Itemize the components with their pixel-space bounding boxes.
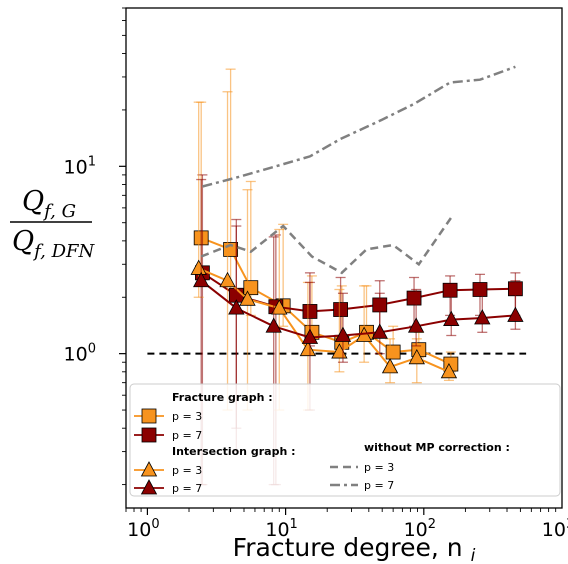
x-tick-label: 103: [542, 517, 568, 541]
data-point: [239, 290, 256, 306]
data-point: [271, 299, 288, 315]
data-point: [301, 328, 319, 344]
data-point: [408, 348, 425, 365]
legend-label-mp-p3: p = 3: [364, 461, 394, 474]
data-point: [443, 310, 460, 326]
x-tick-label: 102: [404, 517, 436, 541]
legend-fg-p3-marker: [141, 408, 157, 424]
x-axis-title: Fracture degree, n i: [233, 533, 476, 564]
data-point: [193, 271, 210, 288]
data-point: [406, 290, 422, 306]
legend-frame: [129, 383, 561, 497]
data-point: [440, 362, 458, 379]
legend-title-intersection-graph: Intersection graph :: [172, 445, 296, 458]
data-point: [333, 302, 348, 317]
data-point: [190, 259, 207, 275]
data-point: [219, 271, 236, 288]
y-label-denominator: Qf, DFN: [12, 226, 96, 262]
data-point: [243, 280, 259, 296]
data-point: [472, 282, 488, 297]
x-tick-label: 101: [265, 517, 297, 541]
legend-ig-p3-marker: [140, 461, 158, 477]
data-point: [265, 317, 282, 333]
series-line: [198, 267, 450, 373]
series-4: [200, 217, 452, 275]
legend-ig-p7-marker: [140, 479, 158, 495]
x-tick-label: 100: [127, 517, 159, 541]
y-tick-label: 100: [64, 342, 96, 366]
data-point: [299, 340, 317, 357]
plot-layer: 100101102103100101Fracture degree, n iQf…: [10, 7, 568, 564]
legend-label-fg-p3: p = 3: [172, 410, 202, 423]
plot-frame: [125, 7, 563, 509]
series-line: [200, 217, 452, 275]
legend-label-ig-p7: p = 7: [172, 482, 202, 495]
legend-title-without-mp: without MP correction :: [364, 441, 510, 454]
y-tick-label: 101: [64, 154, 96, 178]
data-point: [334, 326, 352, 342]
data-point: [228, 299, 245, 315]
data-point: [407, 317, 425, 333]
legend-label-fg-p7: p = 7: [172, 429, 202, 442]
series-line: [200, 279, 516, 339]
series-line: [202, 65, 516, 188]
series-5: [202, 65, 516, 188]
legend-label-mp-p7: p = 7: [364, 479, 394, 492]
series-2: [190, 91, 458, 411]
legend: Fracture graph : p = 3 p = 7 Intersection g…: [129, 383, 561, 497]
data-point: [385, 344, 401, 360]
legend-fg-p7-marker: [141, 427, 157, 443]
data-point: [371, 323, 388, 339]
data-point: [442, 282, 458, 298]
data-point: [507, 306, 524, 322]
legend-label-ig-p3: p = 3: [172, 464, 202, 477]
y-label-numerator: Qf, G: [22, 186, 76, 222]
data-point: [381, 358, 399, 374]
legend-title-fracture-graph: Fracture graph :: [172, 391, 273, 404]
data-point: [474, 309, 491, 325]
